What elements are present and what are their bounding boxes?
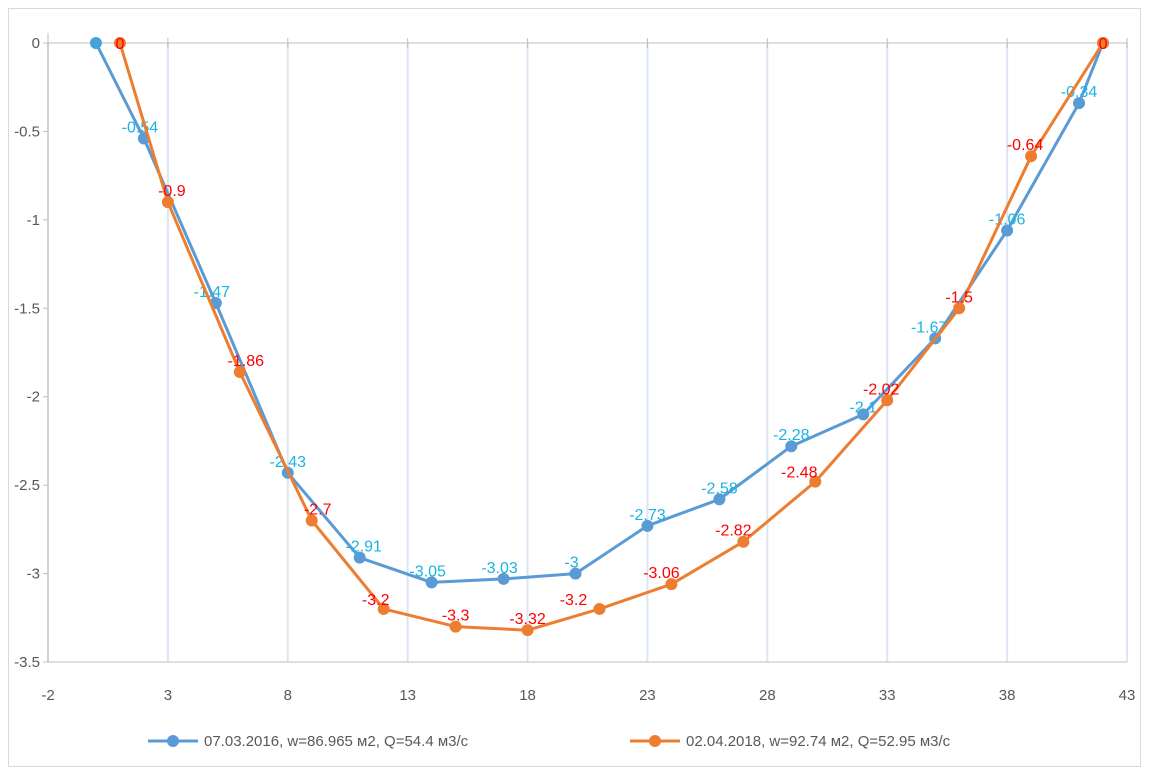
data-label: -3.06 — [643, 565, 680, 582]
data-point — [641, 519, 654, 532]
chart-frame — [8, 8, 1141, 767]
data-point — [1001, 224, 1014, 237]
data-label: -0.9 — [158, 183, 186, 200]
data-point — [1097, 37, 1110, 49]
x-tick-label: 13 — [399, 687, 416, 704]
data-point — [113, 37, 126, 49]
data-label: -2.91 — [345, 539, 382, 556]
data-point — [953, 302, 966, 315]
data-label: -2.82 — [715, 523, 752, 540]
gridlines — [47, 43, 1128, 662]
data-point — [521, 624, 534, 637]
y-tick-label: -1.5 — [14, 300, 40, 317]
data-point — [377, 602, 390, 615]
data-point — [593, 602, 606, 615]
x-tick-label: 38 — [999, 687, 1016, 704]
legend-marker — [167, 735, 179, 747]
data-label: -3 — [564, 555, 578, 572]
data-point — [1073, 97, 1086, 110]
data-point — [785, 440, 798, 453]
data-label: -2.43 — [270, 454, 307, 471]
y-tick-label: -3 — [27, 566, 40, 583]
y-tick-label: -2 — [27, 389, 40, 406]
data-label: -3.32 — [509, 611, 546, 628]
data-point — [161, 196, 174, 209]
data-point — [449, 620, 462, 633]
data-label: -0.64 — [1007, 137, 1044, 154]
y-tick-labels: 0 -0.5 -1 -1.5 -2 -2.5 -3 -3.5 — [14, 35, 48, 671]
x-tick-label: 23 — [639, 687, 656, 704]
y-tick-label: -1 — [27, 212, 40, 229]
data-label: -2.58 — [701, 480, 738, 497]
series-line — [118, 42, 1105, 632]
data-label: -3.05 — [409, 563, 446, 580]
data-label: -3.2 — [362, 592, 390, 609]
y-tick-label: -3.5 — [14, 654, 40, 671]
data-label: -3.3 — [442, 608, 470, 625]
x-tick-label: 18 — [519, 687, 536, 704]
data-label: -1.86 — [228, 353, 265, 370]
data-point — [737, 535, 750, 548]
legend: 07.03.2016, w=86.965 м2, Q=54.4 м3/с 02.0… — [148, 733, 951, 750]
legend-label: 07.03.2016, w=86.965 м2, Q=54.4 м3/с — [204, 733, 469, 750]
data-point — [569, 567, 582, 580]
data-label: 0 — [115, 36, 124, 53]
x-tick-labels: -2 3 8 13 18 23 28 33 38 43 — [41, 38, 1135, 704]
data-point — [881, 394, 894, 407]
data-label: 0 — [1099, 36, 1108, 53]
series-line — [94, 42, 1105, 584]
data-point — [233, 365, 246, 378]
x-tick-label: 43 — [1119, 687, 1136, 704]
data-label: -1.67 — [911, 319, 948, 336]
data-point — [497, 572, 510, 585]
data-label: -3.03 — [481, 560, 518, 577]
y-tick-label: 0 — [32, 35, 40, 52]
data-point — [89, 37, 102, 49]
data-point — [1025, 150, 1038, 163]
legend-marker — [649, 735, 661, 747]
y-tick-label: -0.5 — [14, 123, 40, 140]
data-label: -2.73 — [629, 507, 666, 524]
series-2: 0 -0.9 -1.86 -2.7 -3.2 -3.3 -3.32 -3.2 -3.06 -2.8… — [113, 36, 1110, 637]
data-label: 0 — [92, 36, 101, 53]
data-label: -1.5 — [945, 289, 973, 306]
x-tick-label: 33 — [879, 687, 896, 704]
data-label: -2.02 — [863, 381, 900, 398]
data-point — [713, 493, 726, 506]
data-label: -2.7 — [304, 502, 332, 519]
data-label: -1.06 — [989, 211, 1026, 228]
data-label: -2.48 — [781, 465, 818, 482]
data-point — [425, 576, 438, 589]
data-label: -3.2 — [560, 592, 588, 609]
x-tick-label: 28 — [759, 687, 776, 704]
x-tick-label: -2 — [41, 687, 54, 704]
data-point — [857, 408, 870, 421]
data-point — [305, 514, 318, 527]
data-point — [353, 551, 366, 564]
data-point — [809, 475, 822, 488]
data-label: -2.28 — [773, 427, 810, 444]
data-label: -1.47 — [194, 284, 231, 301]
legend-label: 02.04.2018, w=92.74 м2, Q=52.95 м3/с — [686, 733, 951, 750]
data-label: -0.54 — [122, 120, 159, 137]
data-label: -2.1 — [849, 399, 877, 416]
x-tick-label: 3 — [164, 687, 172, 704]
data-point — [665, 578, 678, 591]
y-tick-label: -2.5 — [14, 477, 40, 494]
x-tick-label: 8 — [284, 687, 292, 704]
